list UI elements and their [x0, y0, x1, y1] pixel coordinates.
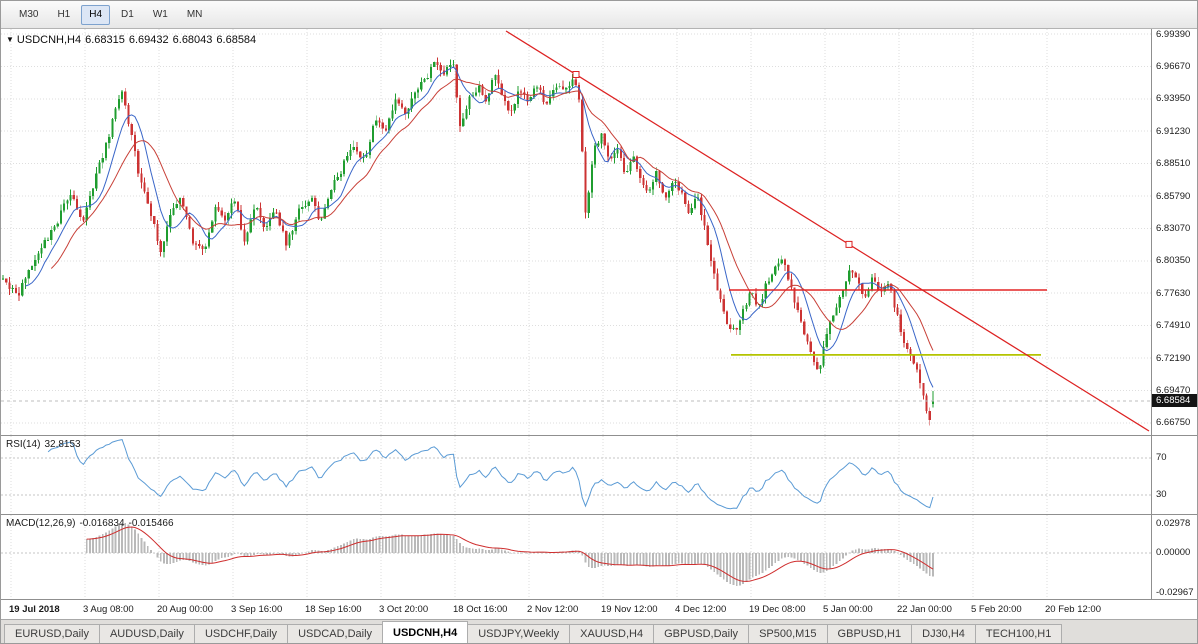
- price-axis-label: 6.72190: [1156, 352, 1191, 364]
- price-axis-label: 6.83070: [1156, 222, 1191, 234]
- tab-sp500-m15[interactable]: SP500,M15: [748, 624, 828, 643]
- price-axis-label: 6.66750: [1156, 417, 1191, 429]
- tab-eurusd-daily[interactable]: EURUSD,Daily: [4, 624, 100, 643]
- time-axis-label: 18 Oct 16:00: [453, 604, 508, 615]
- rsi-axis: 70 30: [1151, 435, 1197, 514]
- rsi-label: RSI(14) 32.8153: [6, 439, 85, 450]
- time-axis-label: 5 Feb 20:00: [971, 604, 1022, 615]
- time-axis-label: 22 Jan 00:00: [897, 604, 952, 615]
- time-axis-label: 2 Nov 12:00: [527, 604, 579, 615]
- tab-usdchf-daily[interactable]: USDCHF,Daily: [193, 624, 289, 643]
- rsi-plot[interactable]: [1, 436, 1151, 514]
- time-axis-label: 3 Sep 16:00: [231, 604, 283, 615]
- macd-axis: 0.02978 0.00000 -0.02967: [1151, 514, 1197, 599]
- time-axis-label: 19 Dec 08:00: [749, 604, 806, 615]
- time-axis-label: 20 Aug 00:00: [157, 604, 213, 615]
- rsi-level-30: 30: [1156, 489, 1167, 500]
- current-price-badge: 6.68584: [1152, 394, 1197, 407]
- price-axis-label: 6.99390: [1156, 28, 1191, 40]
- symbol-marker-icon: ▼: [6, 35, 14, 44]
- timeframe-toolbar: M30 H1 H4 D1 W1 MN: [1, 1, 1197, 29]
- time-axis-label: 3 Oct 20:00: [379, 604, 429, 615]
- tab-xauusd-h4[interactable]: XAUUSD,H4: [569, 624, 655, 643]
- tab-tech100-h1[interactable]: TECH100,H1: [974, 624, 1063, 643]
- macd-indicator-panel[interactable]: MACD(12,26,9) -0.016834 -0.015466: [1, 514, 1151, 599]
- timeframe-m30[interactable]: M30: [19, 8, 39, 20]
- tab-dj30-h4[interactable]: DJ30,H4: [911, 624, 976, 643]
- time-axis[interactable]: 19 Jul 2018 3 Aug 08:00 20 Aug 00:00 3 Sep …: [1, 599, 1197, 619]
- high-value: 6.69432: [128, 34, 169, 46]
- price-axis-label: 6.91230: [1156, 125, 1191, 137]
- rsi-value: 32.8153: [44, 439, 81, 450]
- tab-usdjpy-weekly[interactable]: USDJPY,Weekly: [467, 624, 571, 643]
- price-axis-label: 6.77630: [1156, 287, 1191, 299]
- time-axis-label: 4 Dec 12:00: [675, 604, 727, 615]
- rsi-level-70: 70: [1156, 452, 1167, 463]
- macd-axis-top: 0.02978: [1156, 518, 1191, 529]
- time-axis-label: 18 Sep 16:00: [305, 604, 362, 615]
- timeframe-d1[interactable]: D1: [121, 8, 134, 20]
- timeframe-w1[interactable]: W1: [152, 8, 168, 20]
- tab-usdcad-daily[interactable]: USDCAD,Daily: [287, 624, 384, 643]
- timeframe-mn[interactable]: MN: [186, 8, 203, 20]
- rsi-name: RSI(14): [6, 439, 41, 450]
- chart-symbol-label: USDCNH,H4: [16, 34, 82, 46]
- price-axis-label: 6.88510: [1156, 158, 1191, 170]
- tab-usdcnh-h4[interactable]: USDCNH,H4: [382, 621, 469, 643]
- low-value: 6.68043: [172, 34, 213, 46]
- macd-axis-zero: 0.00000: [1156, 547, 1191, 558]
- tab-audusd-daily[interactable]: AUDUSD,Daily: [98, 624, 195, 643]
- candlestick-chart[interactable]: [1, 29, 1151, 435]
- price-axis-label: 6.96670: [1156, 60, 1191, 72]
- price-chart-panel[interactable]: ▼ USDCNH,H4 6.68315 6.69432 6.68043 6.68584: [1, 29, 1151, 435]
- price-axis-label: 6.80350: [1156, 255, 1191, 267]
- chart-ohlc-header: ▼ USDCNH,H4 6.68315 6.69432 6.68043 6.68584: [6, 34, 260, 46]
- open-value: 6.68315: [85, 34, 125, 46]
- time-axis-label: 20 Feb 12:00: [1045, 604, 1101, 615]
- price-axis-label: 6.74910: [1156, 320, 1191, 332]
- price-axis-label: 6.93950: [1156, 93, 1191, 105]
- tab-gbpusd-daily[interactable]: GBPUSD,Daily: [653, 624, 750, 643]
- macd-label: MACD(12,26,9) -0.016834 -0.015466: [6, 518, 178, 529]
- time-axis-label: 19 Nov 12:00: [601, 604, 658, 615]
- time-axis-label: 5 Jan 00:00: [823, 604, 873, 615]
- macd-axis-bottom: -0.02967: [1156, 587, 1194, 598]
- macd-signal-value: -0.015466: [128, 518, 174, 529]
- macd-name: MACD(12,26,9): [6, 518, 76, 529]
- time-axis-label: 3 Aug 08:00: [83, 604, 134, 615]
- rsi-indicator-panel[interactable]: RSI(14) 32.8153: [1, 435, 1151, 514]
- time-axis-label: 19 Jul 2018: [9, 604, 60, 615]
- macd-main-value: -0.016834: [79, 518, 125, 529]
- price-axis-label: 6.85790: [1156, 190, 1191, 202]
- price-axis[interactable]: 6.68584 6.99390 6.96670 6.93950 6.91230 6.88…: [1151, 28, 1197, 435]
- chart-tabs-bar: EURUSD,Daily AUDUSD,Daily USDCHF,Daily USDC…: [1, 619, 1197, 643]
- macd-plot[interactable]: [1, 515, 1151, 599]
- tab-gbpusd-h1[interactable]: GBPUSD,H1: [826, 624, 913, 643]
- price-axis-label: 6.69470: [1156, 384, 1191, 396]
- timeframe-h4[interactable]: H4: [81, 4, 111, 25]
- timeframe-h1[interactable]: H1: [57, 8, 71, 20]
- close-value: 6.68584: [216, 34, 257, 46]
